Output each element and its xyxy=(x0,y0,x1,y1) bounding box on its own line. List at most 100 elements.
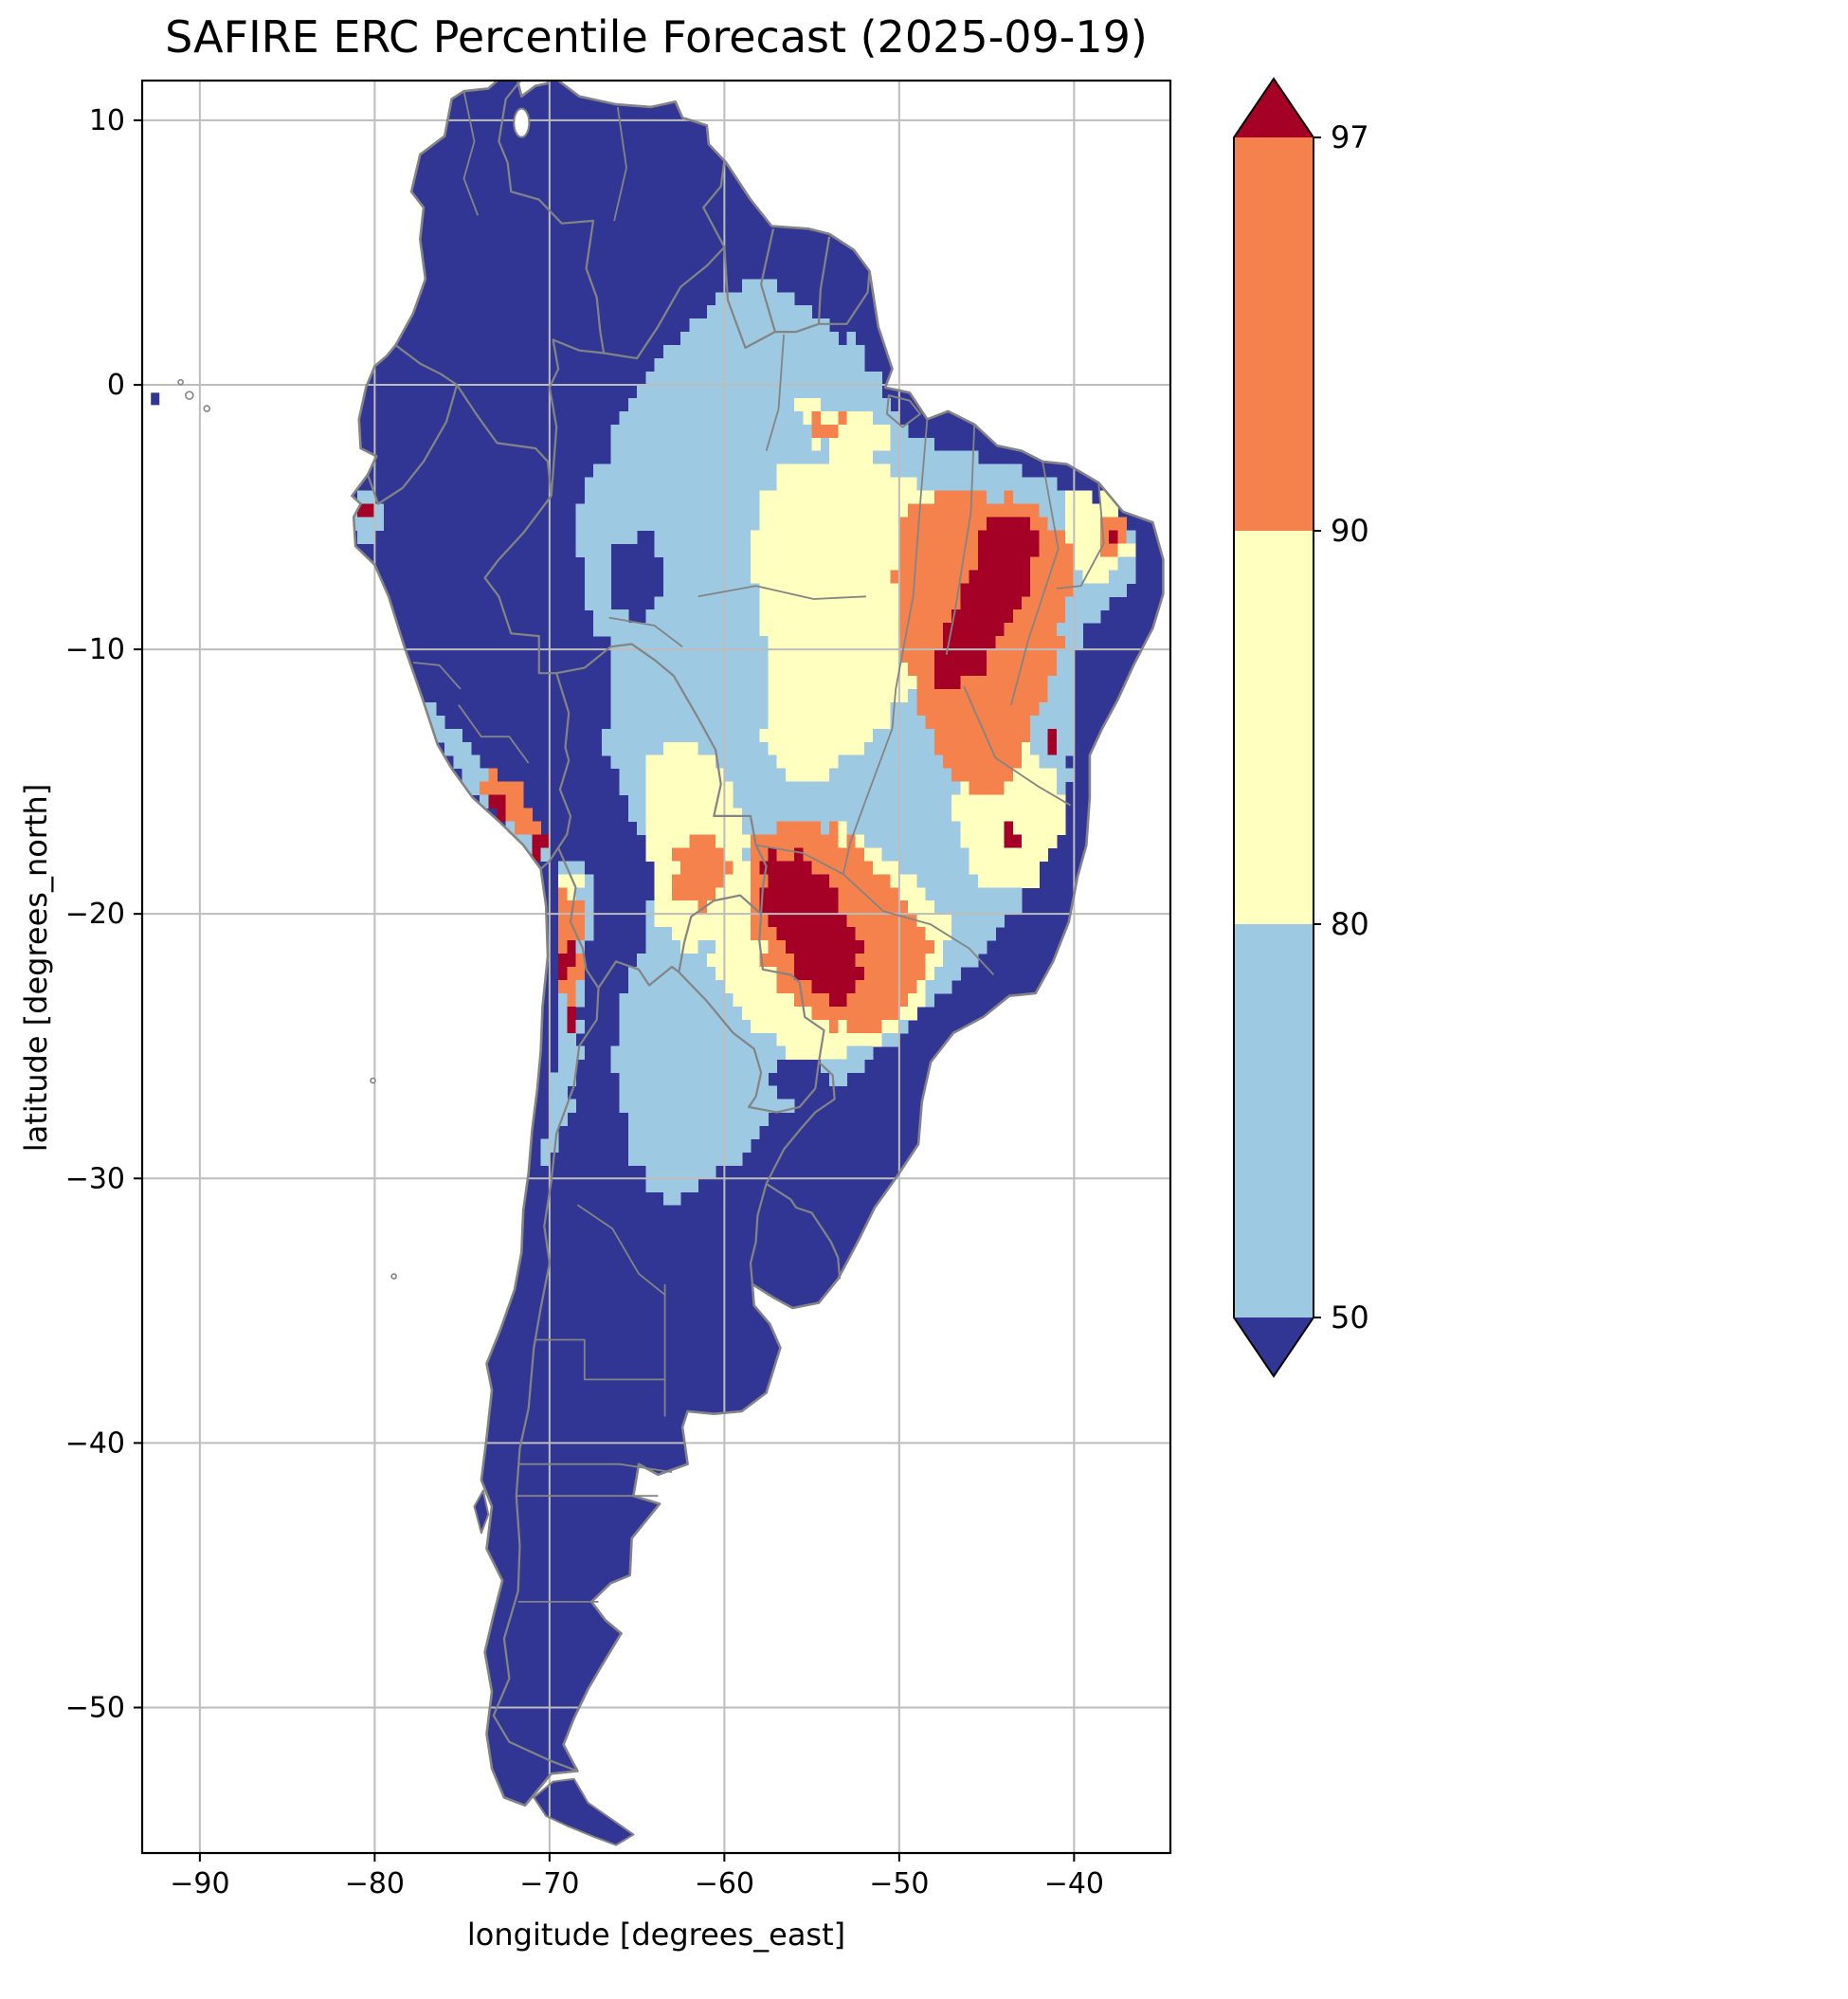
raster-cell xyxy=(645,954,655,968)
raster-cell xyxy=(838,874,847,888)
raster-cell xyxy=(680,410,690,426)
raster-cell xyxy=(933,570,944,584)
raster-cell xyxy=(680,1138,690,1153)
raster-cell xyxy=(838,992,847,1008)
raster-cell xyxy=(654,1059,664,1074)
raster-cell xyxy=(689,834,699,848)
raster-cell xyxy=(549,1072,559,1087)
raster-cell xyxy=(794,834,804,848)
raster-cell xyxy=(890,954,900,968)
raster-cell xyxy=(829,372,839,386)
raster-cell xyxy=(1004,676,1014,690)
raster-cell xyxy=(803,556,813,571)
raster-cell xyxy=(716,954,725,968)
raster-cell xyxy=(662,623,673,637)
raster-cell xyxy=(864,967,874,981)
raster-cell xyxy=(873,477,882,492)
raster-cell xyxy=(619,450,629,465)
raster-cell xyxy=(637,1138,646,1153)
raster-cell xyxy=(776,821,787,835)
raster-cell xyxy=(873,688,882,703)
raster-cell xyxy=(698,596,708,610)
raster-cell xyxy=(741,874,752,888)
raster-cell xyxy=(838,649,847,663)
raster-cell xyxy=(759,397,769,412)
raster-cell xyxy=(418,715,428,730)
raster-cell xyxy=(689,1072,699,1087)
raster-cell xyxy=(995,556,1005,571)
raster-cell xyxy=(1056,517,1066,531)
raster-cell xyxy=(838,490,847,505)
raster-cell xyxy=(820,450,830,465)
raster-cell xyxy=(654,437,664,452)
raster-cell xyxy=(995,596,1005,610)
raster-cell xyxy=(873,1019,882,1034)
raster-cell xyxy=(672,914,681,928)
raster-cell xyxy=(689,609,699,624)
raster-cell xyxy=(593,570,603,584)
raster-cell xyxy=(654,1112,664,1126)
raster-cell xyxy=(785,450,795,465)
raster-cell xyxy=(751,980,760,994)
raster-cell xyxy=(698,1099,708,1114)
raster-cell xyxy=(794,570,804,584)
raster-cell xyxy=(776,1019,787,1034)
raster-cell xyxy=(637,424,646,439)
raster-cell xyxy=(794,424,804,439)
raster-cell xyxy=(803,305,813,319)
raster-cell xyxy=(1022,570,1031,584)
raster-cell xyxy=(602,596,611,610)
raster-cell xyxy=(960,847,970,862)
raster-cell xyxy=(977,623,987,637)
raster-cell xyxy=(662,1178,673,1192)
raster-cell xyxy=(1100,503,1110,518)
raster-cell xyxy=(855,345,865,359)
raster-cell xyxy=(716,1019,725,1034)
raster-cell xyxy=(925,570,935,584)
raster-cell xyxy=(933,450,944,465)
raster-cell xyxy=(637,688,646,703)
raster-cell xyxy=(680,556,690,571)
raster-cell xyxy=(785,649,795,663)
raster-cell xyxy=(741,1099,752,1114)
raster-cell xyxy=(987,874,996,888)
raster-cell xyxy=(943,503,952,518)
raster-cell xyxy=(977,701,987,717)
raster-cell xyxy=(575,503,586,518)
raster-cell xyxy=(567,1099,576,1114)
raster-cell xyxy=(645,609,655,624)
raster-cell xyxy=(829,808,839,822)
raster-cell xyxy=(505,794,516,809)
raster-cell xyxy=(759,794,769,809)
raster-cell xyxy=(933,808,944,822)
raster-cell xyxy=(645,914,655,928)
raster-cell xyxy=(768,570,778,584)
raster-cell xyxy=(846,927,857,941)
raster-cell xyxy=(820,728,830,743)
raster-cell xyxy=(977,728,987,743)
raster-cell xyxy=(680,834,690,848)
raster-cell xyxy=(751,1059,760,1074)
raster-cell xyxy=(785,701,795,717)
raster-cell xyxy=(698,1072,708,1087)
raster-cell xyxy=(706,410,716,426)
raster-cell xyxy=(881,583,892,597)
raster-cell xyxy=(593,583,603,597)
raster-cell xyxy=(584,556,594,571)
raster-cell xyxy=(881,1019,892,1034)
raster-cell xyxy=(672,463,681,479)
raster-cell xyxy=(873,503,882,518)
raster-cell xyxy=(1109,570,1118,584)
raster-cell xyxy=(873,834,882,848)
raster-cell xyxy=(846,636,857,650)
raster-cell xyxy=(960,490,970,505)
raster-cell xyxy=(593,596,603,610)
raster-cell xyxy=(881,517,892,531)
raster-cell xyxy=(1012,754,1023,770)
raster-cell xyxy=(881,992,892,1008)
raster-cell xyxy=(785,900,795,915)
raster-cell xyxy=(654,1085,664,1100)
raster-cell xyxy=(768,676,778,690)
raster-cell xyxy=(838,477,847,492)
